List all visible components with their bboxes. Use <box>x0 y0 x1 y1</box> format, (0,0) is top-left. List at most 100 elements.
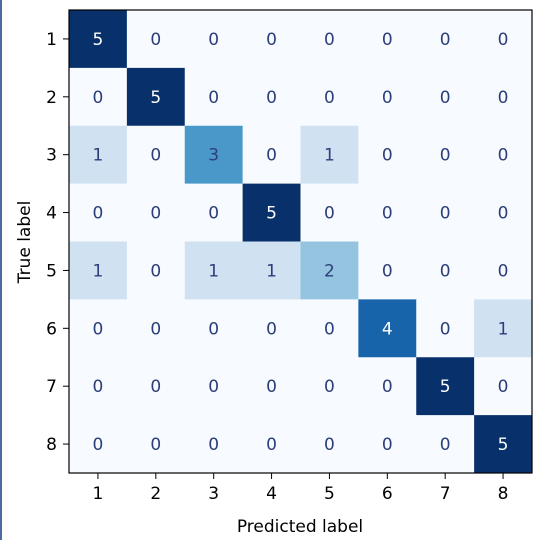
cell-value-label: 0 <box>266 435 277 455</box>
cell-value-label: 0 <box>93 435 104 455</box>
heatmap-cell <box>300 10 359 69</box>
x-tick-label: 2 <box>150 484 161 504</box>
heatmap-cell <box>358 183 417 242</box>
cell-value-label: 0 <box>150 261 161 281</box>
heatmap-cell <box>474 10 533 69</box>
heatmap-cell <box>474 415 533 474</box>
heatmap-cell <box>358 357 417 416</box>
cell-value-label: 1 <box>93 261 104 281</box>
heatmap-cell <box>242 415 301 474</box>
heatmap-cell <box>300 415 359 474</box>
cell-value-label: 5 <box>150 88 161 108</box>
x-tick-label: 4 <box>266 484 277 504</box>
heatmap-cell <box>300 357 359 416</box>
heatmap-cell <box>474 183 533 242</box>
heatmap-cell <box>242 183 301 242</box>
y-tick-label: 4 <box>46 204 57 224</box>
heatmap-cell <box>184 67 244 127</box>
cell-value-label: 0 <box>266 377 277 397</box>
cell-value-label: 0 <box>266 319 277 339</box>
x-tick-label: 5 <box>324 484 335 504</box>
heatmap-cell <box>69 415 128 474</box>
cell-value-label: 0 <box>324 435 335 455</box>
cell-value-label: 0 <box>150 377 161 397</box>
cell-value-label: 0 <box>208 435 219 455</box>
cell-value-label: 0 <box>382 204 393 224</box>
x-axis-label: Predicted label <box>237 517 363 537</box>
cell-value-label: 0 <box>93 377 104 397</box>
cell-value-label: 0 <box>208 88 219 108</box>
cell-value-label: 0 <box>208 377 219 397</box>
heatmap-cell <box>242 241 301 300</box>
heatmap-cell <box>416 241 475 300</box>
heatmap-cell <box>184 415 244 474</box>
cell-value-label: 0 <box>382 377 393 397</box>
y-tick-label: 6 <box>46 319 57 339</box>
heatmap-cell <box>300 241 359 300</box>
y-axis-label: True label <box>15 201 35 285</box>
cell-value-label: 0 <box>150 204 161 224</box>
cell-value-label: 0 <box>208 204 219 224</box>
heatmap-cell <box>300 299 359 358</box>
heatmap-cell <box>69 125 128 185</box>
heatmap-cell <box>358 415 417 474</box>
y-tick-label: 7 <box>46 377 57 397</box>
cell-value-label: 0 <box>498 377 509 397</box>
cell-value-label: 0 <box>440 435 451 455</box>
cell-value-label: 0 <box>440 30 451 50</box>
cell-value-label: 5 <box>440 377 451 397</box>
y-tick-label: 8 <box>46 435 57 455</box>
heatmap-cell <box>126 415 186 474</box>
heatmap-cell <box>416 357 475 416</box>
cell-value-label: 1 <box>93 146 104 166</box>
heatmap-cell <box>184 241 244 300</box>
cell-value-label: 0 <box>382 261 393 281</box>
heatmap-cell <box>416 415 475 474</box>
heatmap-cell <box>69 357 128 416</box>
x-tick-label: 6 <box>382 484 393 504</box>
cell-value-label: 0 <box>440 204 451 224</box>
cell-value-label: 3 <box>208 146 219 166</box>
cell-value-label: 0 <box>498 88 509 108</box>
cell-value-label: 0 <box>382 88 393 108</box>
cell-value-label: 1 <box>208 261 219 281</box>
heatmap-cell <box>184 357 244 416</box>
heatmap-cell <box>416 183 475 242</box>
cell-value-label: 0 <box>382 435 393 455</box>
heatmap-cell <box>474 67 533 127</box>
cell-value-label: 0 <box>93 319 104 339</box>
y-tick-label: 1 <box>46 30 57 50</box>
heatmap-cell <box>416 299 475 358</box>
cell-value-label: 0 <box>266 88 277 108</box>
heatmap-cell <box>300 125 359 185</box>
cell-value-label: 5 <box>93 30 104 50</box>
heatmap-cell <box>474 299 533 358</box>
x-tick-label: 7 <box>440 484 451 504</box>
cell-value-label: 0 <box>498 30 509 50</box>
heatmap-cell <box>69 299 128 358</box>
cell-value-label: 4 <box>382 319 393 339</box>
x-axis-ticks: 1 2 3 4 5 6 7 8 <box>93 473 508 504</box>
cell-value-label: 1 <box>266 261 277 281</box>
y-tick-label: 3 <box>46 146 57 166</box>
cell-value-label: 0 <box>382 146 393 166</box>
cell-value-label: 1 <box>324 146 335 166</box>
heatmap-cell <box>474 357 533 416</box>
heatmap-cell <box>416 10 475 69</box>
cell-value-label: 0 <box>208 319 219 339</box>
cell-value-label: 0 <box>324 319 335 339</box>
heatmap-cell <box>358 67 417 127</box>
heatmap-cell <box>184 125 244 185</box>
heatmap-cell <box>242 10 301 69</box>
heatmap-cell <box>242 299 301 358</box>
y-axis-ticks: 1 2 3 4 5 6 7 8 <box>46 30 69 455</box>
heatmap-cell <box>416 125 475 185</box>
y-tick-label: 5 <box>46 261 57 281</box>
heatmap-cell <box>358 241 417 300</box>
x-tick-label: 3 <box>208 484 219 504</box>
cell-value-label: 0 <box>93 88 104 108</box>
x-tick-label: 1 <box>93 484 104 504</box>
heatmap-cell <box>474 241 533 300</box>
plot-border <box>68 9 533 474</box>
